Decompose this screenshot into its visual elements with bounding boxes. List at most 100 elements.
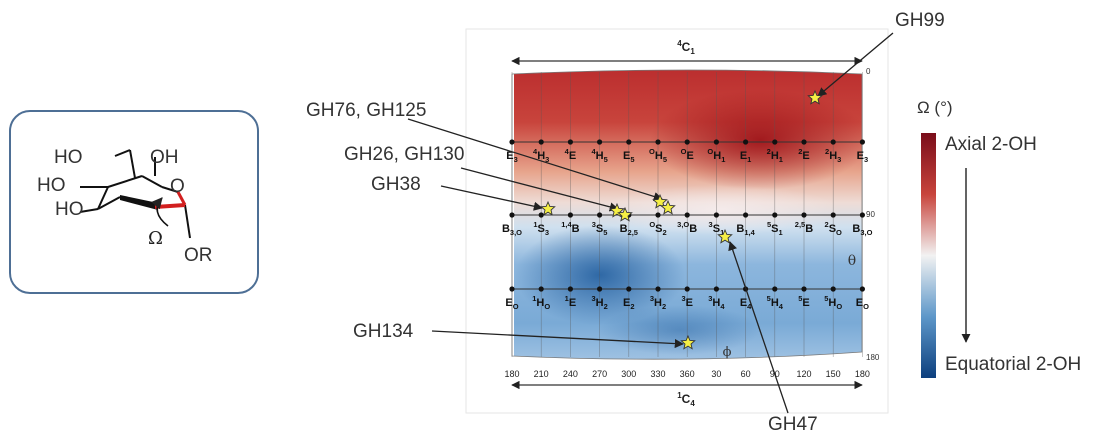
equatorial-hotspot bbox=[515, 225, 685, 325]
molecule-label-ring-o: O bbox=[170, 176, 185, 197]
row-node bbox=[801, 286, 807, 292]
family-star-marker bbox=[717, 228, 733, 244]
conformer-label-row1: E5 bbox=[623, 150, 635, 164]
row-node bbox=[830, 286, 836, 292]
row-node bbox=[567, 286, 574, 292]
omega-arrow bbox=[151, 197, 169, 227]
legend-title: Ω (°) bbox=[917, 98, 953, 117]
conformer-label-row2: 1S3 bbox=[533, 220, 549, 237]
conformer-label-row3: 5H4 bbox=[767, 294, 784, 311]
map-border bbox=[511, 69, 863, 360]
family-star-marker bbox=[660, 199, 676, 215]
red-bond-2 bbox=[176, 191, 187, 206]
family-star-marker bbox=[680, 334, 696, 350]
label-gh99: GH99 bbox=[895, 10, 945, 31]
theta-symbol: θ bbox=[848, 253, 856, 269]
phi-tick-label: 180 bbox=[504, 369, 519, 379]
phi-tick-label: 120 bbox=[796, 369, 811, 379]
row-node bbox=[743, 139, 749, 145]
label-gh26-gh130: GH26, GH130 bbox=[344, 144, 465, 165]
phi-tick-label: 240 bbox=[563, 369, 578, 379]
family-star-marker bbox=[540, 200, 556, 216]
legend bbox=[921, 133, 971, 378]
row-node bbox=[801, 212, 807, 218]
arrow-gh38 bbox=[440, 185, 543, 211]
label-gh47: GH47 bbox=[768, 414, 818, 435]
row-node bbox=[713, 212, 720, 218]
molecule-label-ho-top: HO bbox=[54, 147, 83, 168]
conformer-label-row2: B1,4 bbox=[736, 223, 755, 237]
legend-bottom-label: Equatorial 2-OH bbox=[945, 354, 1082, 375]
conformer-label-row2: 1,4B bbox=[561, 220, 579, 235]
row-node bbox=[597, 212, 603, 218]
conformer-label-row1: 2H3 bbox=[825, 147, 841, 164]
row-node bbox=[684, 286, 690, 292]
red-bond bbox=[154, 203, 186, 209]
conformer-label-row3: 1E bbox=[565, 294, 577, 309]
row-node bbox=[538, 286, 544, 292]
arrow-gh99 bbox=[817, 32, 894, 97]
conformer-label-row2: 5S1 bbox=[767, 220, 783, 237]
theta-tick-labels: 0 90 180 bbox=[866, 67, 880, 362]
molecule-label-ho-low: HO bbox=[55, 199, 84, 220]
conformer-label-row1: OH1 bbox=[707, 147, 725, 164]
row-node bbox=[859, 212, 866, 218]
conformer-label-row1: E1 bbox=[740, 150, 752, 164]
molecule-label-oh-top: OH bbox=[150, 147, 179, 168]
arrow-gh47 bbox=[728, 241, 789, 414]
row-node bbox=[538, 212, 544, 218]
row-node bbox=[626, 139, 632, 145]
conformer-label-row2: 3S1 bbox=[709, 220, 725, 237]
molecule-omega: Ω bbox=[148, 228, 163, 249]
conformer-label-row3: E4 bbox=[740, 297, 752, 311]
conformer-label-row3: 3H4 bbox=[708, 294, 725, 311]
conformer-label-row1: 4E bbox=[565, 147, 577, 162]
conformer-label-row2: B3,O bbox=[852, 223, 872, 237]
label-gh76-gh125: GH76, GH125 bbox=[306, 100, 427, 121]
row-node bbox=[655, 286, 661, 292]
theta-tick-label: 0 bbox=[866, 67, 871, 76]
conformer-label-row2: B2,5 bbox=[620, 223, 638, 237]
arrow-gh134 bbox=[431, 330, 684, 349]
row-node bbox=[801, 139, 807, 145]
conformer-label-row2: B3,O bbox=[502, 223, 522, 237]
arrow-gh76 bbox=[407, 118, 663, 201]
annotation-arrows bbox=[407, 32, 894, 414]
phi-tick-label: 150 bbox=[826, 369, 841, 379]
phi-symbol: ϕ bbox=[723, 345, 732, 360]
phi-tick-label: 330 bbox=[650, 369, 665, 379]
label-gh134: GH134 bbox=[353, 321, 414, 342]
theta-tick-label: 90 bbox=[866, 210, 875, 219]
conformer-label-row3: EO bbox=[505, 297, 518, 311]
bottom-chair-label: 1C4 bbox=[677, 391, 695, 408]
phi-tick-label: 30 bbox=[711, 369, 721, 379]
conformer-label-row1: E3 bbox=[857, 150, 869, 164]
row-node bbox=[713, 139, 720, 145]
equatorial-hotspot-2 bbox=[600, 305, 760, 355]
conformational-map: E3 4H3 4E 4H5 E5 OH5 OE OH1 E1 2H1 2E 2H3 E3 B3,O 1S3 1… bbox=[465, 28, 889, 414]
arrow-gh26 bbox=[460, 167, 619, 212]
row-node bbox=[655, 212, 661, 218]
conformer-label-row3: 3E bbox=[681, 294, 693, 309]
phi-tick-label: 360 bbox=[680, 369, 695, 379]
row-node bbox=[626, 286, 632, 292]
legend-top-label: Axial 2-OH bbox=[945, 134, 1037, 155]
row-node bbox=[509, 139, 515, 145]
row-node bbox=[859, 286, 866, 292]
phi-tick-label: 300 bbox=[621, 369, 636, 379]
row-node bbox=[743, 212, 749, 218]
phi-tick-label: 180 bbox=[855, 369, 870, 379]
conformer-label-row1: E3 bbox=[506, 150, 518, 164]
conformer-label-row1: OE bbox=[681, 147, 694, 162]
conformer-label-row1: OH5 bbox=[649, 147, 667, 164]
conformer-rows: E3 4H3 4E 4H5 E5 OH5 OE OH1 E1 2H1 2E 2H3 E3 B3,O 1S3 1… bbox=[502, 139, 873, 311]
row-node bbox=[538, 139, 544, 145]
conformer-label-row2: OS2 bbox=[649, 220, 666, 237]
label-gh38: GH38 bbox=[371, 174, 421, 195]
row-node bbox=[597, 139, 603, 145]
molecule-panel bbox=[9, 110, 259, 294]
molecule-frame bbox=[9, 110, 259, 294]
phi-tick-label: 60 bbox=[741, 369, 751, 379]
